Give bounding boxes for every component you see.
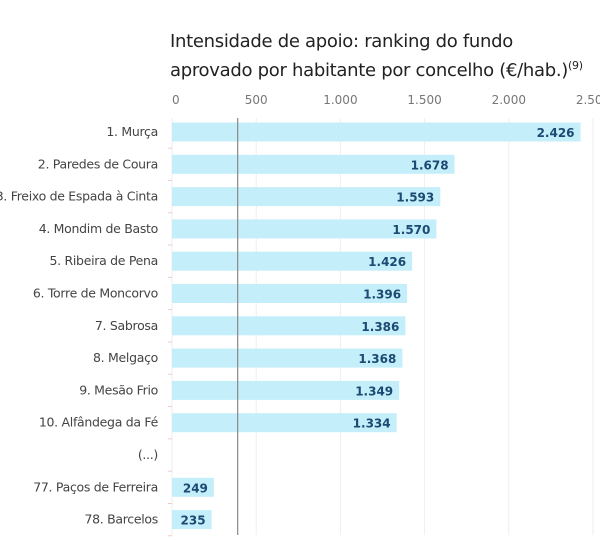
category-label: (...) <box>138 447 158 462</box>
category-label: 1. Murça <box>106 124 158 139</box>
category-label: 9. Mesão Frio <box>79 382 158 397</box>
bar <box>172 413 397 433</box>
value-label: 1.593 <box>396 191 434 205</box>
bar <box>172 477 214 497</box>
bar <box>172 251 413 271</box>
category-label: 3. Freixo de Espada à Cinta <box>0 189 158 204</box>
category-label: 5. Ribeira de Pena <box>50 253 159 268</box>
value-label: 249 <box>183 481 208 495</box>
x-tick-label: 500 <box>245 93 268 107</box>
chart-title: Intensidade de apoio: ranking do fundo a… <box>170 30 600 83</box>
x-tick-label: 0 <box>172 93 180 107</box>
bar <box>172 380 400 400</box>
category-label: 6. Torre de Moncorvo <box>33 286 158 301</box>
title-text: Intensidade de apoio: ranking do fundo a… <box>170 31 569 81</box>
x-tick-label: 1.500 <box>407 93 441 107</box>
title-footnote: (9) <box>568 59 583 72</box>
bar <box>172 316 406 336</box>
category-label: 7. Sabrosa <box>95 318 158 333</box>
x-tick-label: 2.000 <box>492 93 526 107</box>
bar <box>172 122 581 142</box>
value-label: 2.426 <box>537 126 575 140</box>
value-label: 235 <box>181 514 206 528</box>
value-label: 1.368 <box>358 352 396 366</box>
category-label: 77. Paços de Ferreira <box>33 479 158 494</box>
category-label: 2. Paredes de Coura <box>38 156 158 171</box>
value-label: 1.426 <box>368 255 406 269</box>
bar <box>172 154 455 174</box>
value-label: 1.570 <box>392 223 430 237</box>
bar <box>172 510 212 530</box>
value-label: 1.678 <box>411 158 449 172</box>
bar <box>172 187 441 207</box>
x-tick-label: 1.000 <box>323 93 357 107</box>
value-label: 1.386 <box>361 320 399 334</box>
x-tick-label: 2.500 <box>576 93 600 107</box>
value-label: 1.396 <box>363 288 401 302</box>
category-label: 8. Melgaço <box>93 350 158 365</box>
value-label: 1.349 <box>355 384 393 398</box>
category-label: 4. Mondim de Basto <box>39 221 158 236</box>
bar <box>172 284 408 303</box>
value-label: 1.334 <box>353 417 391 431</box>
bar <box>172 348 403 368</box>
category-label: 10. Alfândega da Fé <box>39 415 159 430</box>
category-label: 78. Barcelos <box>84 512 158 527</box>
